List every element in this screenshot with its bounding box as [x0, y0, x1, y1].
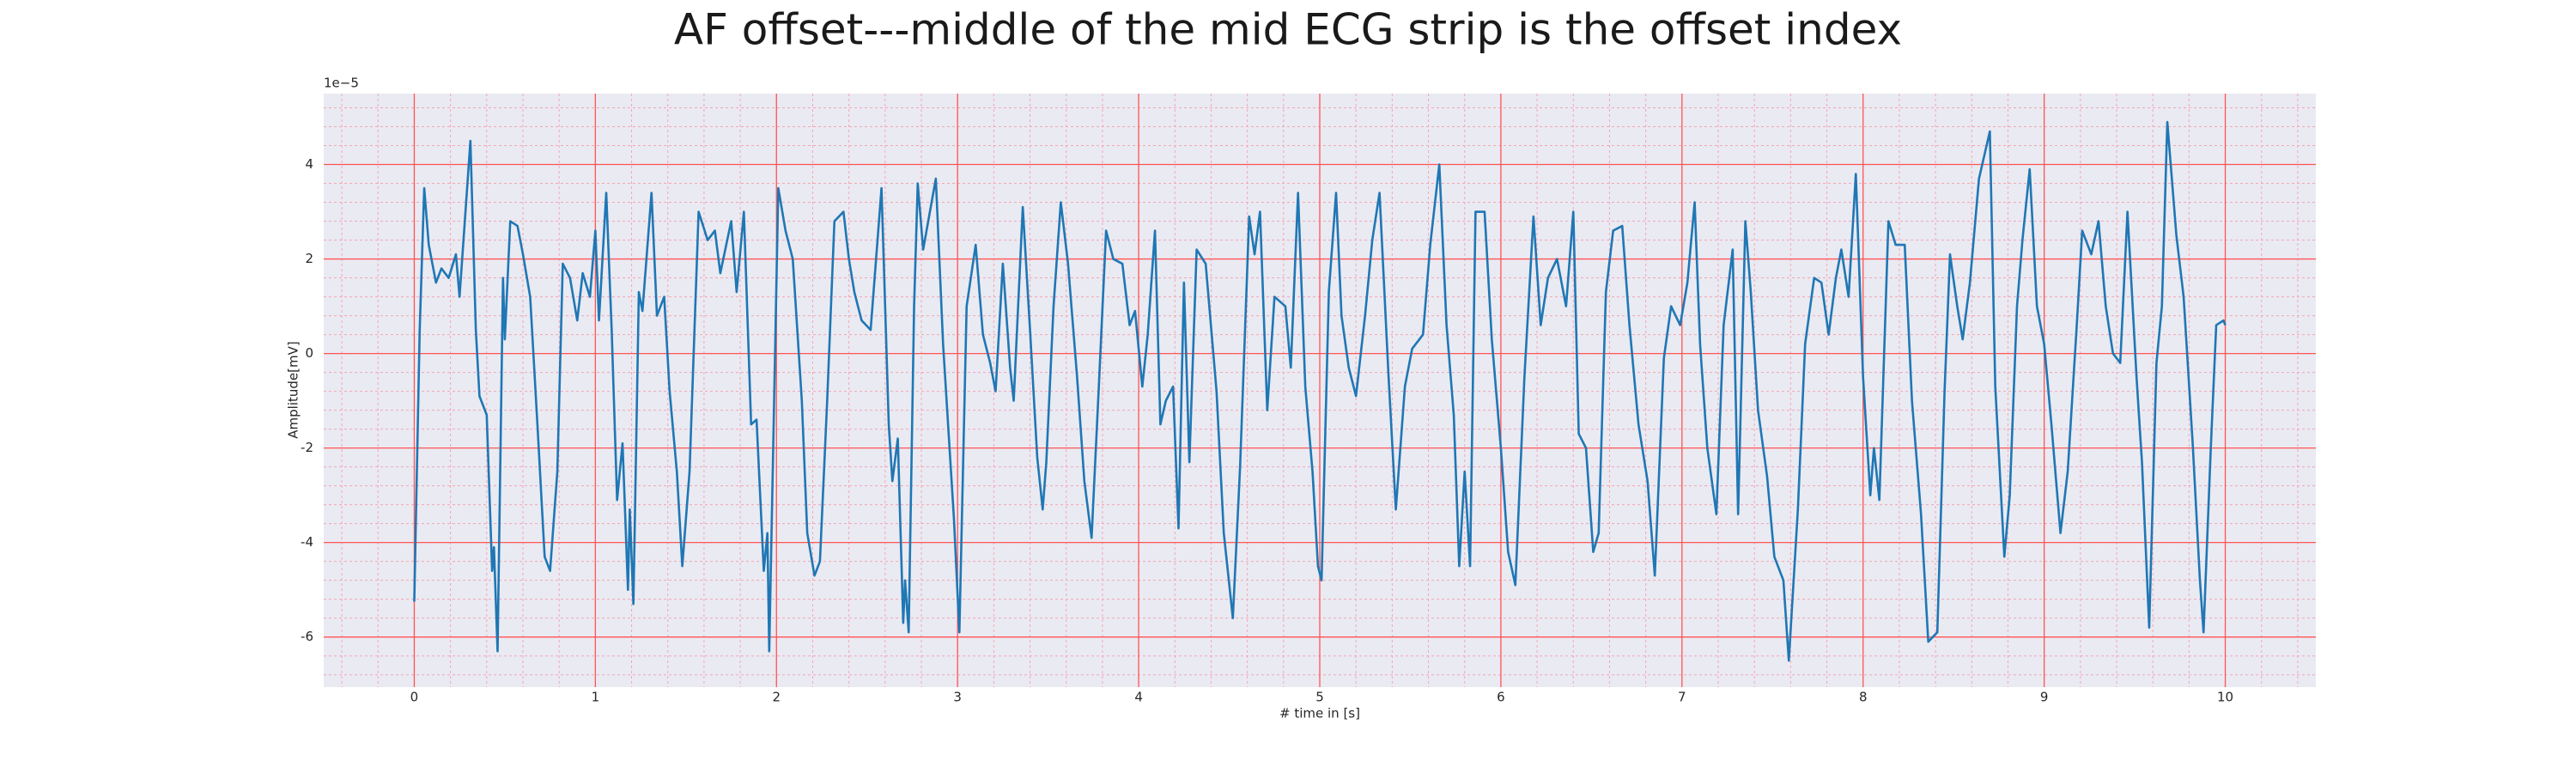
grid: [324, 94, 2316, 687]
x-axis-label: # time in [s]: [1279, 706, 1360, 721]
x-tick-label: 8: [1859, 690, 1868, 705]
x-tick-label: 1: [592, 690, 600, 705]
x-tick-label: 10: [2217, 690, 2233, 705]
y-offset-label: 1e−5: [324, 76, 359, 91]
data-marks: [413, 120, 2227, 662]
x-tick-label: 7: [1678, 690, 1686, 705]
y-tick-label: -4: [301, 534, 313, 550]
x-tick-label: 4: [1134, 690, 1143, 705]
x-tick-label: 3: [953, 690, 962, 705]
data-line: [413, 120, 2227, 662]
labels: AF offset---middle of the mid ECG strip …: [286, 5, 2234, 721]
y-tick-label: -2: [301, 440, 313, 455]
x-tick-label: 6: [1497, 690, 1505, 705]
y-tick-label: 4: [305, 156, 313, 172]
y-tick-label: -6: [301, 629, 313, 644]
chart-title: AF offset---middle of the mid ECG strip …: [674, 5, 1902, 55]
y-tick-label: 2: [305, 251, 313, 266]
x-tick-label: 0: [410, 690, 419, 705]
x-tick-label: 5: [1315, 690, 1324, 705]
y-tick-label: 0: [305, 345, 313, 361]
y-axis-label: Amplitude[mV]: [286, 341, 301, 438]
x-tick-label: 2: [772, 690, 781, 705]
x-tick-label: 9: [2040, 690, 2049, 705]
